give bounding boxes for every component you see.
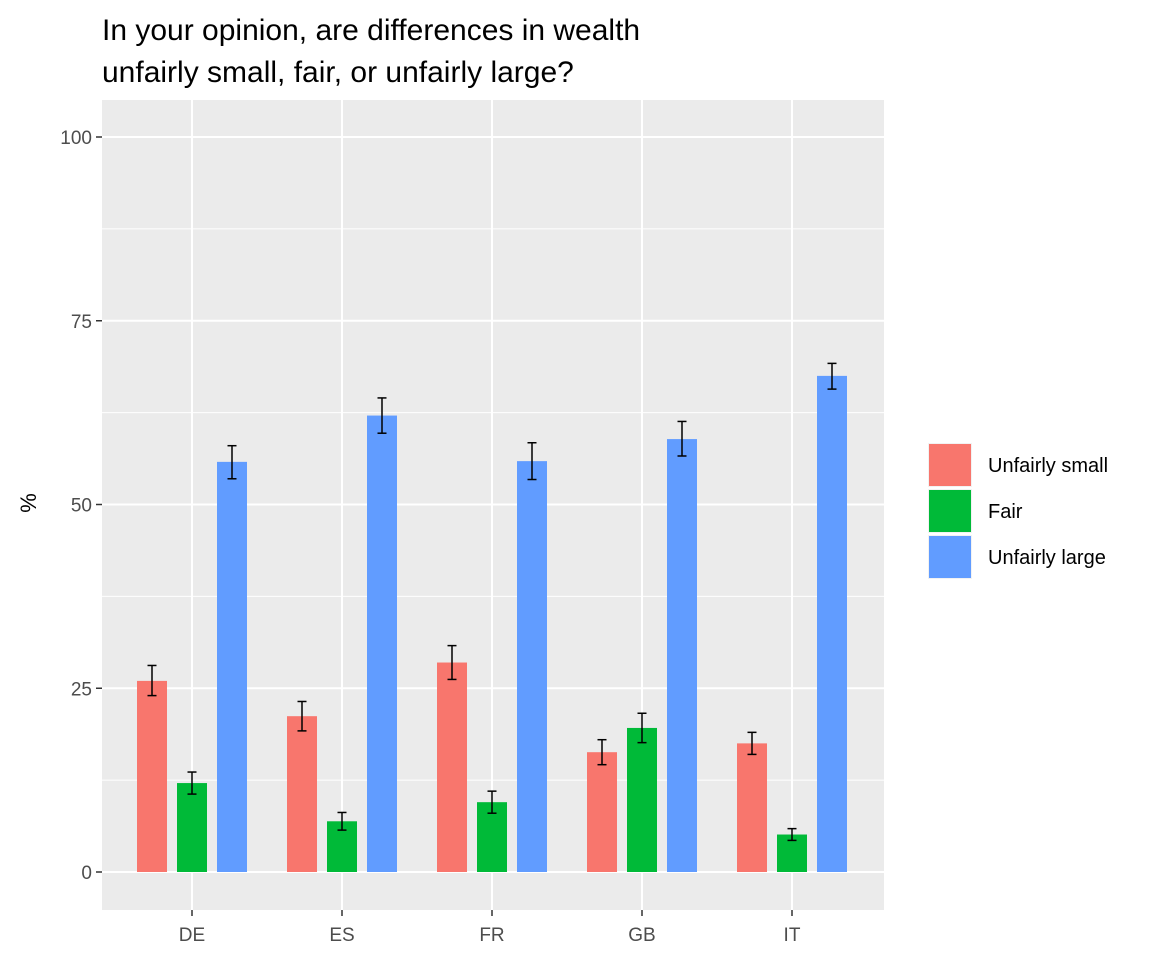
legend-swatch: [929, 490, 971, 532]
error-bar: [187, 771, 197, 795]
error-bar: [637, 712, 647, 744]
y-tick-label: 50: [71, 496, 92, 517]
error-bar: [447, 644, 457, 681]
error-bar: [377, 397, 387, 434]
error-bar: [297, 700, 307, 732]
error-bar: [337, 811, 347, 831]
chart-title: In your opinion, are differences in weal…: [102, 14, 640, 89]
error-bar: [487, 790, 497, 814]
y-tick-label: 75: [71, 312, 92, 333]
legend: Unfairly small Fair Unfairly large: [928, 443, 1108, 579]
error-bars: [147, 362, 837, 842]
bar: [587, 752, 617, 872]
y-axis: 0 25 50 75 100: [60, 128, 102, 884]
bar: [217, 461, 247, 872]
error-bar: [527, 442, 537, 481]
bar: [137, 680, 167, 872]
x-tick-label: FR: [479, 925, 504, 946]
error-bar: [677, 420, 687, 457]
x-axis: DE ES FR GB IT: [179, 910, 801, 946]
y-tick-label: 25: [71, 679, 92, 700]
x-tick-label: IT: [784, 925, 801, 946]
error-bar: [147, 664, 157, 697]
bar: [367, 415, 397, 872]
error-bar: [787, 827, 797, 842]
y-tick-label: 0: [81, 863, 92, 884]
legend-label: Fair: [988, 501, 1023, 523]
error-bar: [747, 731, 757, 756]
legend-swatch: [929, 536, 971, 578]
x-tick-label: DE: [179, 925, 205, 946]
legend-item: Fair: [928, 489, 1023, 533]
bar: [667, 439, 697, 872]
x-tick-label: ES: [329, 925, 354, 946]
y-tick-label: 100: [60, 128, 92, 149]
bar: [817, 375, 847, 872]
y-axis-title: %: [16, 493, 41, 513]
bar: [287, 716, 317, 872]
chart-title-line-2: unfairly small, fair, or unfairly large?: [102, 56, 574, 89]
legend-label: Unfairly small: [988, 455, 1108, 477]
error-bar: [227, 444, 237, 480]
legend-item: Unfairly small: [928, 443, 1108, 487]
bar: [737, 743, 767, 872]
bar: [627, 727, 657, 872]
legend-label: Unfairly large: [988, 547, 1106, 569]
chart-title-line-1: In your opinion, are differences in weal…: [102, 14, 640, 47]
bars: [137, 375, 847, 872]
error-bar: [597, 738, 607, 766]
legend-swatch: [929, 444, 971, 486]
legend-item: Unfairly large: [928, 535, 1106, 579]
bar: [437, 662, 467, 872]
bar: [517, 461, 547, 872]
bar: [177, 783, 207, 872]
x-tick-label: GB: [628, 925, 655, 946]
error-bar: [827, 362, 837, 390]
